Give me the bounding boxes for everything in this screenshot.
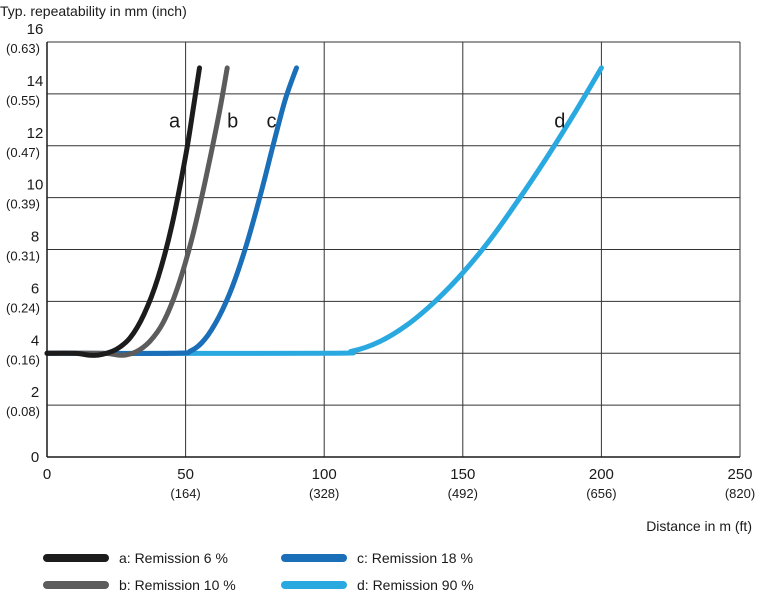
x-tick-label: 250: [727, 466, 752, 483]
y-tick-sublabel: (0.08): [6, 404, 40, 419]
x-tick-sublabel: (164): [170, 486, 200, 501]
x-tick-sublabel: (820): [725, 486, 755, 501]
y-tick-label: 10: [27, 177, 44, 194]
grid: [47, 41, 741, 457]
y-tick-label: 8: [31, 229, 39, 246]
series-tag-a: a: [169, 111, 181, 133]
legend-label-a: a: Remission 6 %: [119, 550, 228, 566]
legend-label-b: b: Remission 10 %: [119, 577, 236, 593]
y-tick-sublabel: (0.47): [6, 145, 40, 160]
x-tick-label: 200: [589, 466, 614, 483]
y-tick-sublabel: (0.31): [6, 249, 40, 264]
y-tick-label: 16: [27, 21, 44, 38]
y-tick-label: 12: [27, 125, 44, 142]
y-tick-label: 2: [31, 384, 39, 401]
x-tick-label: 0: [43, 466, 51, 483]
series-line-a: [44, 65, 202, 358]
series-lines: [44, 65, 604, 358]
y-tick-sublabel: (0.55): [6, 93, 40, 108]
x-tick-label: 150: [450, 466, 475, 483]
y-axis-title: Typ. repeatability in mm (inch): [0, 3, 187, 19]
y-tick-sublabel: (0.39): [6, 197, 40, 212]
y-tick-label: 6: [31, 280, 39, 297]
legend: a: Remission 6 % b: Remission 10 % c: Remi…: [43, 550, 474, 593]
x-tick-label: 100: [312, 466, 337, 483]
tick-labels: 0 2 (0.08) 4 (0.16) 6 (0.24) 8 (0.31) 10 (0.39) 12 (…: [6, 21, 755, 501]
legend-label-c: c: Remission 18 %: [357, 550, 473, 566]
legend-label-d: d: Remission 90 %: [357, 577, 474, 593]
series-tag-d: d: [554, 111, 565, 133]
y-tick-sublabel: (0.24): [6, 300, 40, 315]
y-tick-sublabel: (0.16): [6, 352, 40, 367]
x-axis-title: Distance in m (ft): [646, 518, 752, 534]
series-tag-b: b: [227, 111, 238, 133]
x-tick-label: 50: [177, 466, 194, 483]
series-line-b: [44, 65, 230, 358]
series-tag-c: c: [267, 111, 277, 133]
x-tick-sublabel: (492): [448, 486, 478, 501]
y-tick-label: 14: [27, 73, 44, 90]
series-line-d: [44, 65, 604, 356]
y-tick-sublabel: (0.63): [6, 41, 40, 56]
series-line-c: [44, 65, 299, 356]
x-tick-sublabel: (656): [586, 486, 616, 501]
x-tick-sublabel: (328): [309, 486, 339, 501]
y-tick-label: 4: [31, 332, 39, 349]
series-tags: a b c d: [169, 111, 565, 133]
y-tick-label: 0: [31, 449, 39, 466]
axes: [46, 42, 740, 458]
